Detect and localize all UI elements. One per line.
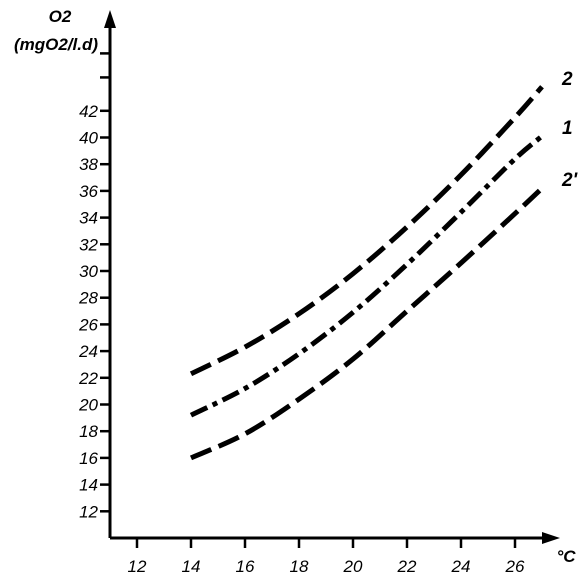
- x-tick-label: 16: [236, 557, 255, 576]
- x-tick-label: 24: [451, 557, 471, 576]
- series-label: 2: [561, 69, 573, 90]
- series-group: 2 1 2': [189, 69, 579, 461]
- y-axis-title-unit: (mgO2/l.d): [14, 35, 98, 54]
- y-tick-label: 42: [79, 102, 98, 121]
- series-line-2: [189, 134, 544, 418]
- y-tick-label: 40: [79, 129, 98, 148]
- y-tick-label: 20: [78, 396, 98, 415]
- x-ticks: 12 14 16 18 20 22 24 26: [128, 538, 525, 576]
- y-tick-label: 26: [78, 315, 98, 334]
- x-tick-label: 12: [128, 557, 147, 576]
- y-tick-label: 34: [79, 209, 98, 228]
- x-tick-label: 22: [397, 557, 417, 576]
- y-tick-label: 32: [79, 235, 98, 254]
- y-ticks: 12 14 16 18 20 22 24 26 28 30 32 34 36 38 40 42: [78, 52, 110, 521]
- x-axis-arrowhead: [542, 532, 560, 544]
- series-line-1: [189, 85, 544, 377]
- x-axis-title: °C: [556, 547, 576, 566]
- y-tick-label: 36: [79, 182, 98, 201]
- x-tick-label: 26: [505, 557, 525, 576]
- y-tick-label: 28: [78, 289, 98, 308]
- y-axis-arrowhead: [104, 10, 116, 28]
- y-tick-label: 38: [79, 155, 98, 174]
- x-tick-label: 20: [343, 557, 363, 576]
- x-tick-label: 14: [182, 557, 201, 576]
- series-label: 1: [562, 118, 573, 139]
- y-tick-label: 30: [79, 262, 98, 281]
- y-tick-label: 16: [79, 449, 98, 468]
- y-axis-title-symbol: O2: [49, 7, 72, 26]
- y-tick-label: 12: [79, 502, 98, 521]
- y-tick-label: 18: [79, 422, 98, 441]
- y-tick-label: 14: [79, 476, 98, 495]
- series-label: 2': [561, 170, 579, 191]
- series-line-3: [189, 186, 544, 461]
- y-tick-label: 24: [78, 342, 98, 361]
- x-tick-label: 18: [290, 557, 309, 576]
- y-tick-label: 22: [78, 369, 98, 388]
